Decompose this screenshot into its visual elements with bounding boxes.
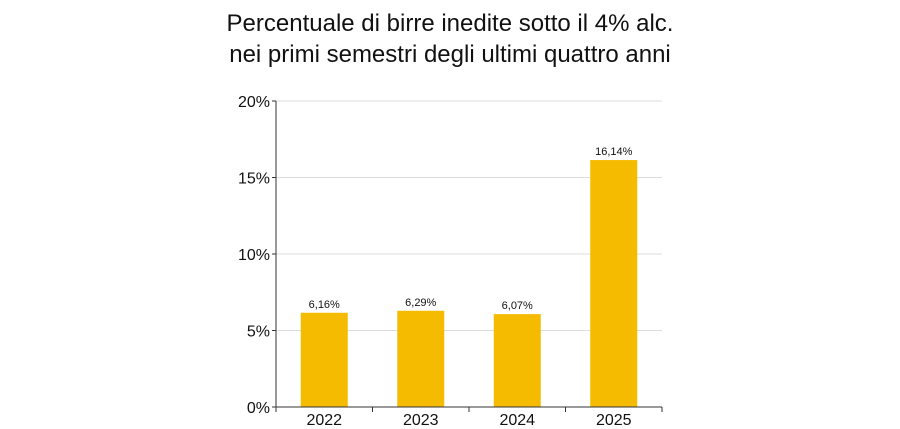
y-tick-label: 10% <box>238 247 270 264</box>
x-tick-label-2025: 2025 <box>596 412 632 429</box>
y-tick-label: 15% <box>238 171 270 188</box>
chart-title-line-2: nei primi semestri degli ultimi quattro … <box>229 41 671 68</box>
bars <box>300 160 638 407</box>
chart-title-line-1: Percentuale di birre inedite sotto il 4%… <box>226 10 674 37</box>
data-label-2023: 6,29% <box>405 297 436 309</box>
x-tick-label-2024: 2024 <box>499 412 535 429</box>
x-tick-label-2022: 2022 <box>306 412 342 429</box>
data-label-2024: 6,07% <box>502 300 533 312</box>
bar-2022 <box>300 312 348 407</box>
axes <box>272 100 663 412</box>
data-label-2022: 6,16% <box>309 299 340 311</box>
labels: 0% 5% 10% 15% 20% 6,16% 2022 6,29% 2023 6,07% 2024… <box>238 94 633 429</box>
chart-title: Percentuale di birre inedite sotto il 4%… <box>0 8 900 70</box>
bar-2024 <box>493 314 541 407</box>
bar-2023 <box>397 310 445 407</box>
data-label-2025: 16,14% <box>595 146 633 158</box>
y-tick-label: 5% <box>247 324 270 341</box>
x-tick-label-2023: 2023 <box>403 412 439 429</box>
bar-2025 <box>590 160 638 407</box>
y-tick-label: 0% <box>247 400 270 417</box>
y-tick-label: 20% <box>238 94 270 111</box>
